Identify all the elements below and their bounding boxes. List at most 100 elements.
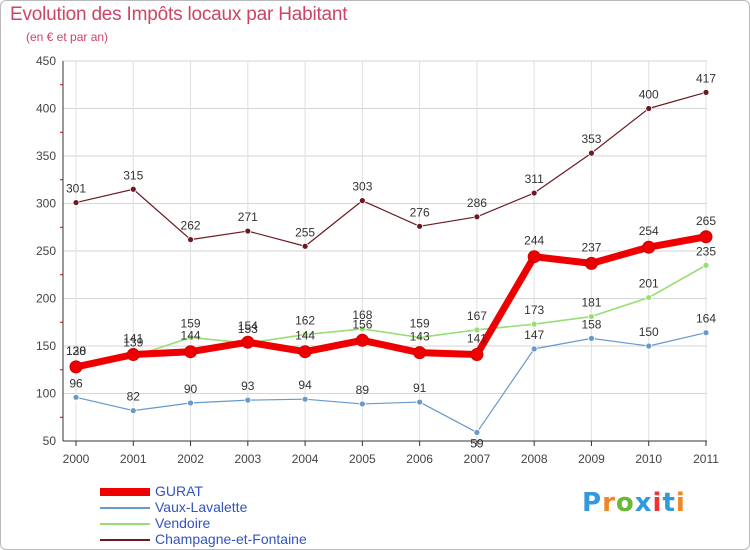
legend-label: Champagne-et-Fontaine bbox=[155, 531, 307, 547]
data-point bbox=[699, 230, 713, 244]
data-label: 303 bbox=[352, 180, 372, 194]
data-label: 96 bbox=[69, 376, 83, 390]
x-tick-label: 2011 bbox=[693, 452, 719, 466]
series-gurat: 128 141 144 154 144 156 143 141 244 237 254 265 bbox=[66, 214, 716, 374]
data-label: 144 bbox=[181, 329, 201, 343]
data-label: 255 bbox=[295, 225, 315, 239]
legend-label: Vendoire bbox=[155, 515, 211, 531]
legend-swatch bbox=[100, 523, 150, 525]
data-point bbox=[187, 334, 194, 341]
data-point bbox=[645, 105, 653, 112]
logo-letter: x bbox=[634, 488, 653, 518]
data-point bbox=[301, 395, 309, 403]
data-point bbox=[702, 329, 710, 337]
data-label: 139 bbox=[123, 335, 143, 349]
data-label: 311 bbox=[525, 172, 544, 186]
data-label: 154 bbox=[238, 319, 258, 333]
data-point bbox=[588, 313, 595, 320]
data-label: 159 bbox=[181, 316, 201, 330]
x-tick-label: 2009 bbox=[578, 452, 605, 466]
y-tick-label: 450 bbox=[36, 54, 56, 68]
data-label: 286 bbox=[467, 196, 487, 210]
data-point bbox=[473, 213, 481, 221]
data-point bbox=[588, 149, 595, 157]
proxiti-logo: Proxiti bbox=[582, 488, 686, 518]
y-tick-label: 150 bbox=[36, 339, 56, 353]
data-point bbox=[473, 429, 481, 436]
data-label: 164 bbox=[696, 312, 716, 326]
data-point bbox=[358, 197, 366, 205]
data-label: 156 bbox=[352, 317, 372, 331]
data-point bbox=[241, 335, 255, 349]
y-tick-label: 300 bbox=[36, 197, 56, 211]
data-point bbox=[416, 334, 424, 341]
legend-swatch bbox=[100, 539, 150, 541]
data-point bbox=[355, 333, 369, 347]
data-label: 400 bbox=[639, 88, 659, 102]
data-point bbox=[129, 185, 137, 193]
y-tick-label: 350 bbox=[36, 149, 56, 163]
data-label: 82 bbox=[127, 390, 141, 404]
logo-letter: i bbox=[675, 488, 686, 518]
data-label: 265 bbox=[696, 214, 716, 228]
data-point bbox=[642, 240, 656, 254]
data-label: 150 bbox=[639, 325, 659, 339]
data-point bbox=[702, 261, 710, 269]
data-label: 235 bbox=[696, 244, 716, 258]
data-point bbox=[645, 342, 653, 350]
data-label: 244 bbox=[524, 234, 544, 248]
data-label: 173 bbox=[524, 303, 544, 317]
data-point bbox=[244, 227, 252, 235]
series-vendoire: 130 139 159 153 162 168 159 167 173 181 201 235 bbox=[66, 244, 716, 369]
y-tick-label: 250 bbox=[36, 244, 56, 258]
data-label: 162 bbox=[295, 314, 315, 328]
logo-letter: t bbox=[662, 488, 676, 518]
data-point bbox=[530, 189, 538, 197]
data-label: 158 bbox=[581, 317, 601, 331]
logo-letter: r bbox=[602, 488, 616, 518]
data-label: 167 bbox=[467, 309, 487, 323]
data-point bbox=[301, 242, 309, 250]
data-label: 59 bbox=[470, 436, 484, 450]
data-point bbox=[129, 407, 137, 415]
data-label: 237 bbox=[581, 240, 601, 254]
data-label: 181 bbox=[581, 296, 601, 310]
data-label: 90 bbox=[184, 382, 198, 396]
data-point bbox=[416, 398, 424, 406]
data-point bbox=[473, 326, 481, 334]
legend-label: Vaux-Lavalette bbox=[155, 499, 248, 515]
x-tick-label: 2005 bbox=[349, 452, 376, 466]
data-label: 94 bbox=[298, 378, 312, 392]
logo-letter: o bbox=[615, 488, 635, 518]
data-label: 276 bbox=[410, 205, 430, 219]
data-point bbox=[358, 325, 366, 333]
x-tick-label: 2007 bbox=[464, 452, 491, 466]
x-tick-label: 2000 bbox=[63, 452, 90, 466]
data-label: 141 bbox=[123, 332, 143, 346]
series-line bbox=[75, 264, 707, 366]
data-point bbox=[72, 199, 80, 206]
data-label: 301 bbox=[66, 182, 86, 196]
data-label: 141 bbox=[467, 332, 487, 346]
data-point bbox=[72, 393, 80, 401]
data-point bbox=[530, 345, 538, 353]
data-label: 153 bbox=[238, 322, 258, 336]
series-champagne-et-fontaine: 301 315 262 271 255 303 276 286 311 353 400 417 bbox=[66, 71, 716, 250]
data-point bbox=[187, 236, 194, 244]
data-label: 147 bbox=[524, 328, 544, 342]
data-label: 271 bbox=[238, 210, 258, 224]
data-point bbox=[298, 345, 312, 359]
x-tick-label: 2010 bbox=[635, 452, 662, 466]
data-point bbox=[184, 345, 198, 359]
y-tick-label: 100 bbox=[36, 387, 56, 401]
data-point bbox=[413, 346, 427, 360]
data-point bbox=[530, 320, 538, 328]
series-line bbox=[72, 233, 710, 371]
data-point bbox=[126, 348, 140, 362]
data-point bbox=[69, 360, 83, 374]
data-label: 128 bbox=[66, 344, 86, 358]
x-tick-label: 2002 bbox=[177, 452, 204, 466]
data-label: 254 bbox=[639, 224, 659, 238]
series-line bbox=[75, 91, 707, 247]
